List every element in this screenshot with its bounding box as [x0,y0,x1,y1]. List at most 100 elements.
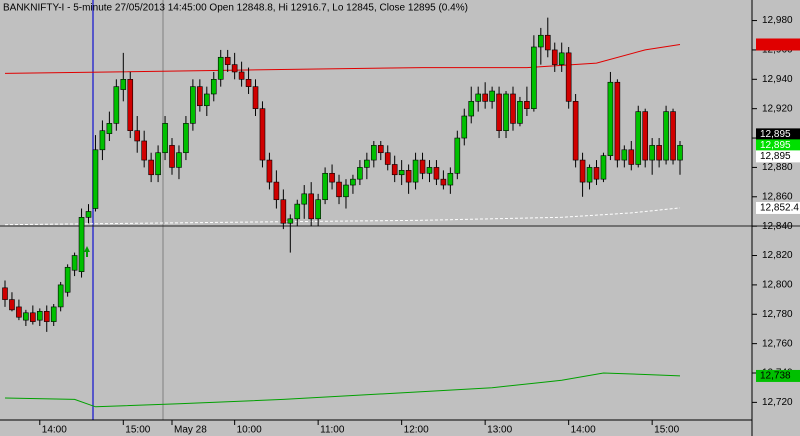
candle-body [322,172,328,201]
candle-body [92,149,99,209]
candle-body [433,167,440,180]
candle-body [162,123,168,154]
plot [2,17,683,408]
y-tick-label: 12,800 [762,280,793,291]
candle-body [447,172,454,186]
y-tick-label: 12,820 [762,250,793,261]
candle-body [593,167,600,180]
candle-body [377,145,384,154]
candle-body [134,130,141,142]
candle-body [315,199,321,220]
candle-body [677,145,683,161]
y-tick-label: 12,980 [762,15,793,26]
overlay-line [4,44,681,74]
candle-body [301,193,308,205]
y-tick-label: 12,760 [762,338,793,349]
candle-body [224,56,231,65]
candle-body [579,159,586,183]
x-tick-label: 15:00 [125,425,150,436]
chart-title: BANKNIFTY-I - 5-minute 27/05/2013 14:45:… [3,3,468,14]
price-tag [756,128,800,141]
x-tick-label: May 28 [174,425,207,436]
candle-body [607,81,614,156]
candle-body [259,108,266,161]
candle-body [217,56,224,80]
candle-body [78,217,85,272]
y-tick-label: 12,940 [762,74,793,85]
candle-body [148,159,154,176]
y-tick-label: 12,840 [762,221,793,232]
candle-body [384,152,391,165]
x-tick-label: 14:00 [571,425,596,436]
candle-body [252,86,259,109]
candle-body [364,159,370,168]
candle-body [99,130,106,151]
candle-body [2,287,8,300]
candle-body [503,93,509,131]
overlay-line [4,207,681,226]
candle-body [663,111,669,161]
y-tick-label: 12,880 [762,162,793,173]
candle-body [57,284,64,308]
candle-body [127,79,134,131]
candle-body [30,312,36,322]
candle-body [106,123,113,134]
price-tag [756,139,800,152]
candle-body [475,93,481,102]
x-tick-label: 12:00 [404,425,429,436]
candle-body [308,193,314,220]
candle-body [238,71,245,80]
candle-body [544,34,551,51]
candle-body [23,312,29,321]
candle-body [614,81,621,161]
candle-body [398,170,405,176]
candle-body [245,79,252,87]
candle-body [371,145,377,161]
y-tick-label: 12,780 [762,309,793,320]
candle-body [565,52,572,102]
candle-body [670,111,676,161]
candle-body [656,145,662,161]
candle-body [496,93,502,131]
candle-body [176,152,182,168]
candle-body [426,167,433,174]
candle-body [36,311,43,321]
candle-body [468,101,475,117]
candle-body [586,167,593,183]
candle-body [120,79,127,90]
x-tick-label: 13:00 [487,425,512,436]
candle-body [71,255,78,271]
candle-body [440,178,447,186]
candle-body [600,155,607,180]
candle-body [231,64,238,73]
candle-body [210,79,217,95]
y-tick-label: 12,860 [762,191,793,202]
candle-body [50,306,57,322]
candle-body [628,149,635,165]
candle-body [635,111,642,165]
price-tag [756,38,800,51]
candle-body [183,123,189,154]
candle-body [621,149,628,161]
candle-body [155,152,161,176]
x-tick-label: 11:00 [320,425,345,436]
price-tag-label: 12,738 [760,371,791,382]
candle-body [642,111,649,161]
candle-body [294,203,301,220]
candle-body [197,86,203,107]
price-tag-label: 12,895 [760,140,791,151]
candle-body [649,145,655,161]
price-tag [756,201,800,214]
candle-body [482,93,488,102]
candle-body [85,211,92,218]
price-tag [756,150,800,163]
price-tag-label: 12,895 [760,151,791,162]
candle-body [9,299,15,311]
candle-body [517,101,523,124]
candle-body [266,159,273,183]
price-tag [756,369,800,382]
candle-body [273,181,280,201]
candle-body [419,159,426,174]
